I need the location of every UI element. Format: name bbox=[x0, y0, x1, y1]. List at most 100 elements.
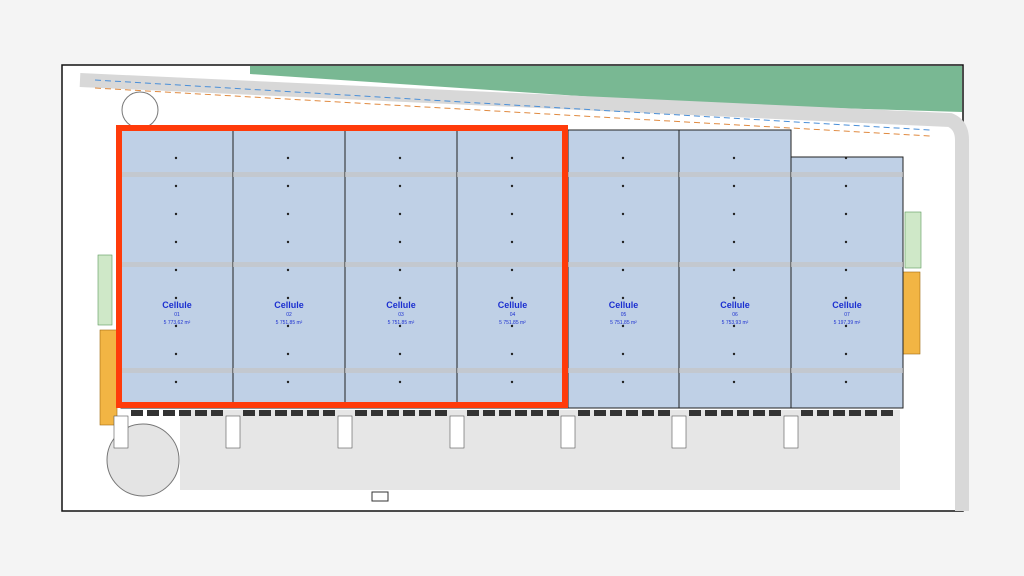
offices bbox=[99, 329, 118, 426]
dock-door bbox=[243, 410, 255, 416]
column bbox=[398, 268, 402, 272]
column bbox=[732, 212, 736, 216]
column bbox=[174, 156, 178, 160]
dock-door bbox=[259, 410, 271, 416]
dock-door bbox=[403, 410, 415, 416]
dock-door bbox=[689, 410, 701, 416]
rack-band bbox=[791, 262, 903, 267]
column bbox=[510, 156, 514, 160]
column bbox=[286, 240, 290, 244]
dock-door bbox=[419, 410, 431, 416]
column bbox=[510, 240, 514, 244]
cell-area: 5 751,85 m² bbox=[499, 320, 526, 326]
column bbox=[174, 324, 178, 328]
column bbox=[286, 268, 290, 272]
cell-number: 01 bbox=[174, 312, 180, 318]
dock-door bbox=[881, 410, 893, 416]
rack-band bbox=[121, 172, 233, 177]
cell-label: Cellule bbox=[386, 300, 416, 310]
cell-area: 5 197,39 m² bbox=[834, 320, 861, 326]
column bbox=[174, 212, 178, 216]
dock-door bbox=[371, 410, 383, 416]
column bbox=[398, 324, 402, 328]
dock-door bbox=[387, 410, 399, 416]
dock-door bbox=[769, 410, 781, 416]
dock-door bbox=[817, 410, 829, 416]
rack-band bbox=[345, 172, 457, 177]
rack-band bbox=[121, 368, 233, 373]
column bbox=[844, 184, 848, 188]
dock-door bbox=[705, 410, 717, 416]
column bbox=[621, 156, 625, 160]
cell-area: 5 773,62 m² bbox=[164, 320, 191, 326]
dock-door bbox=[849, 410, 861, 416]
cell-number: 04 bbox=[510, 312, 516, 318]
column bbox=[398, 212, 402, 216]
rack-band bbox=[233, 262, 345, 267]
cell-number: 06 bbox=[732, 312, 738, 318]
dock-door bbox=[467, 410, 479, 416]
rack-band bbox=[679, 368, 791, 373]
column bbox=[286, 156, 290, 160]
column bbox=[286, 212, 290, 216]
cell-label: Cellule bbox=[162, 300, 192, 310]
cell bbox=[232, 129, 346, 409]
dock-door bbox=[435, 410, 447, 416]
dock-ramp bbox=[113, 415, 129, 449]
column bbox=[510, 352, 514, 356]
column bbox=[844, 296, 848, 300]
dock-door bbox=[147, 410, 159, 416]
column bbox=[844, 352, 848, 356]
dock-door bbox=[131, 410, 143, 416]
dock-door bbox=[833, 410, 845, 416]
gatehouse bbox=[371, 491, 389, 502]
column bbox=[732, 184, 736, 188]
column bbox=[510, 296, 514, 300]
cells: Cellule 01 5 773,62 m² Cellule 02 5 751,85 m²… bbox=[113, 129, 904, 449]
cell bbox=[344, 129, 458, 409]
column bbox=[732, 296, 736, 300]
column bbox=[398, 296, 402, 300]
rack-band bbox=[457, 262, 568, 267]
dock-door bbox=[195, 410, 207, 416]
cell-label: Cellule bbox=[609, 300, 639, 310]
cell-number: 07 bbox=[844, 312, 850, 318]
column bbox=[621, 296, 625, 300]
cell-area: 5 751,85 m² bbox=[276, 320, 303, 326]
column bbox=[286, 296, 290, 300]
column bbox=[732, 240, 736, 244]
dock-door bbox=[499, 410, 511, 416]
column bbox=[174, 268, 178, 272]
dock-ramp bbox=[337, 415, 353, 449]
dock-door bbox=[642, 410, 654, 416]
dock-door bbox=[658, 410, 670, 416]
dock-door bbox=[801, 410, 813, 416]
dock-ramp bbox=[225, 415, 241, 449]
column bbox=[398, 380, 402, 384]
rack-band bbox=[568, 262, 679, 267]
column bbox=[286, 380, 290, 384]
column bbox=[732, 352, 736, 356]
dock-door bbox=[531, 410, 543, 416]
column bbox=[510, 380, 514, 384]
rack-band bbox=[568, 172, 679, 177]
column bbox=[732, 268, 736, 272]
column bbox=[286, 352, 290, 356]
cell-area: 5 753,93 m² bbox=[722, 320, 749, 326]
dock-door bbox=[547, 410, 559, 416]
dock-door bbox=[275, 410, 287, 416]
rack-band bbox=[568, 368, 679, 373]
dock-door bbox=[179, 410, 191, 416]
column bbox=[732, 380, 736, 384]
cell-area: 5 751,85 m² bbox=[388, 320, 415, 326]
rack-band bbox=[121, 262, 233, 267]
column bbox=[510, 324, 514, 328]
column bbox=[621, 212, 625, 216]
cell bbox=[678, 129, 792, 409]
cell-label: Cellule bbox=[832, 300, 862, 310]
dock-door bbox=[626, 410, 638, 416]
column bbox=[398, 240, 402, 244]
cell-label: Cellule bbox=[498, 300, 528, 310]
cell bbox=[790, 156, 904, 409]
